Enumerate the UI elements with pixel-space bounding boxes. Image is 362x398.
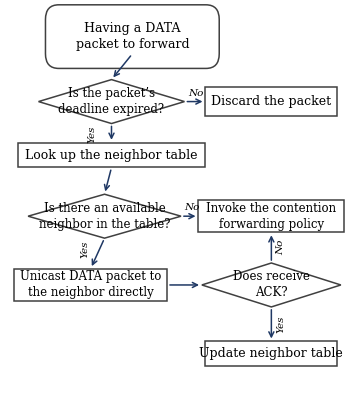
Bar <box>14 269 167 301</box>
Bar <box>205 341 337 366</box>
Text: Having a DATA
packet to forward: Having a DATA packet to forward <box>76 22 189 51</box>
Text: Yes: Yes <box>88 125 97 143</box>
Text: Look up the neighbor table: Look up the neighbor table <box>25 148 198 162</box>
Text: No: No <box>188 89 203 98</box>
Text: Is the packet’s
deadline expired?: Is the packet’s deadline expired? <box>58 87 165 116</box>
Text: Yes: Yes <box>81 240 90 258</box>
Text: Unicast DATA packet to
the neighbor directly: Unicast DATA packet to the neighbor dire… <box>20 271 161 299</box>
FancyBboxPatch shape <box>46 5 219 68</box>
Text: Discard the packet: Discard the packet <box>211 95 332 108</box>
Polygon shape <box>38 80 185 123</box>
Polygon shape <box>28 194 181 238</box>
Bar <box>18 142 205 168</box>
Bar <box>198 200 344 232</box>
Text: No: No <box>277 240 286 256</box>
Text: Update neighbor table: Update neighbor table <box>199 347 343 360</box>
Text: No: No <box>185 203 200 213</box>
Text: Does receive
ACK?: Does receive ACK? <box>233 271 310 299</box>
Text: Invoke the contention
forwarding policy: Invoke the contention forwarding policy <box>206 202 336 231</box>
Polygon shape <box>202 263 341 307</box>
Text: Is there an available
neighbor in the table?: Is there an available neighbor in the ta… <box>39 202 170 231</box>
Bar <box>205 87 337 116</box>
Text: Yes: Yes <box>277 315 286 333</box>
